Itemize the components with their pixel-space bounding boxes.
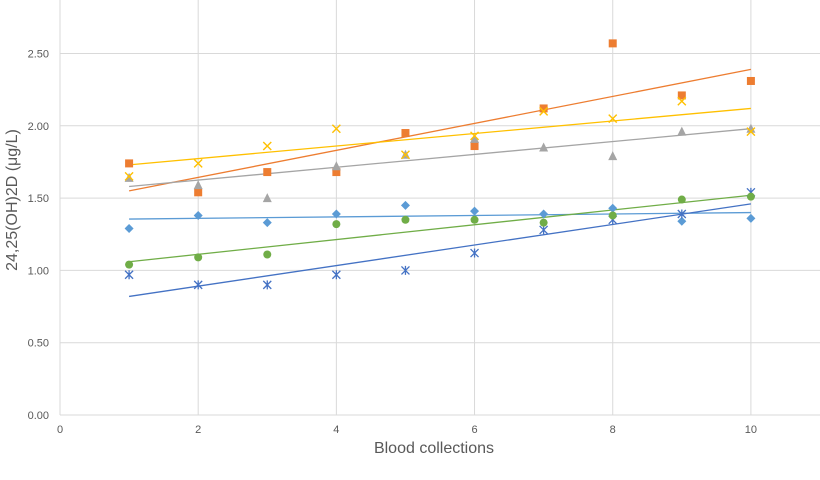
data-point [470, 248, 480, 258]
data-point [608, 39, 617, 48]
y-tick-label: 1.00 [28, 265, 49, 277]
data-point [677, 91, 686, 100]
data-point [677, 96, 687, 106]
trendline [129, 194, 751, 263]
grid [59, 0, 820, 416]
x-tick-label: 2 [195, 424, 201, 436]
data-point [194, 188, 203, 197]
data-points [124, 39, 756, 290]
data-point [608, 211, 617, 220]
trendline [129, 107, 751, 166]
data-point [746, 127, 756, 137]
data-point [331, 209, 341, 219]
data-point [677, 195, 686, 204]
data-point [332, 220, 341, 229]
trendline [129, 211, 751, 220]
data-point [608, 151, 618, 161]
data-point [400, 265, 410, 275]
data-point [193, 158, 203, 168]
data-point [401, 129, 410, 138]
data-point [677, 209, 687, 219]
y-axis-title: 24,25(OH)2D (μg/L) [4, 129, 21, 271]
data-point [470, 131, 480, 141]
data-point [124, 171, 134, 181]
data-point [746, 213, 756, 223]
data-point [746, 123, 756, 133]
data-point [470, 215, 479, 224]
y-tick-label: 2.50 [28, 49, 49, 61]
data-point [746, 76, 755, 85]
x-tick-label: 8 [610, 424, 616, 436]
tick-labels: 0 2 4 6 8 10 0.00 0.50 1.00 1.50 2.00 2.50 [28, 49, 757, 436]
data-point [470, 142, 479, 151]
y-tick-label: 0.00 [28, 410, 49, 422]
x-tick-label: 10 [745, 424, 757, 436]
data-point [194, 253, 203, 262]
data-point [262, 218, 272, 228]
trendline [128, 203, 752, 298]
data-point [400, 150, 410, 160]
data-point [332, 168, 341, 177]
y-tick-label: 1.50 [28, 193, 49, 205]
x-axis-title: Blood collections [374, 440, 494, 457]
trendline [128, 68, 752, 192]
data-point [124, 223, 134, 233]
y-tick-label: 0.50 [28, 338, 49, 350]
data-point [539, 225, 549, 235]
data-point [539, 104, 548, 113]
data-point [539, 218, 548, 227]
data-point [125, 260, 134, 269]
data-point [331, 124, 341, 134]
data-point [539, 142, 549, 152]
data-point [470, 206, 480, 216]
data-point [608, 203, 618, 213]
data-point [124, 270, 134, 280]
x-tick-label: 0 [57, 424, 63, 436]
data-point [539, 106, 549, 116]
data-point [400, 200, 410, 210]
x-tick-label: 4 [333, 424, 339, 436]
data-point [263, 168, 272, 177]
data-point [263, 250, 272, 259]
data-point [331, 270, 341, 280]
trendlines [128, 68, 752, 298]
data-point [746, 192, 755, 201]
data-point [608, 114, 618, 124]
data-point [193, 180, 203, 190]
data-point [677, 126, 687, 136]
y-tick-label: 2.00 [28, 121, 49, 133]
data-point [262, 280, 272, 290]
data-point [539, 209, 549, 219]
x-tick-label: 6 [471, 424, 477, 436]
data-point [262, 141, 272, 151]
data-point [193, 210, 203, 220]
data-point [262, 193, 272, 203]
data-point [193, 280, 203, 290]
data-point [331, 161, 341, 171]
trendline [129, 128, 751, 188]
data-point [470, 133, 480, 143]
data-point [401, 215, 410, 224]
data-point [677, 216, 687, 226]
data-point [125, 159, 134, 168]
